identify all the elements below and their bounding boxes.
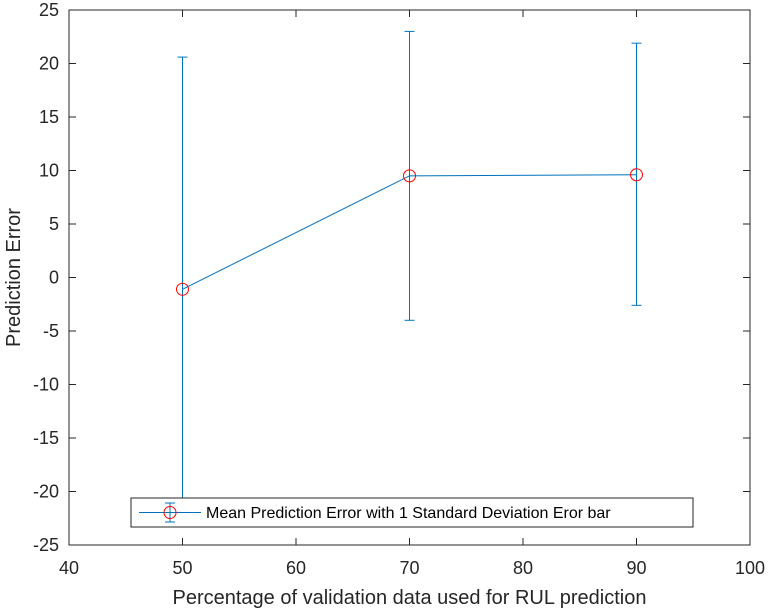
y-tick-label: -25 [33, 535, 59, 555]
x-tick-label: 100 [735, 558, 765, 578]
y-tick-label: -5 [43, 321, 59, 341]
y-tick-label: 10 [39, 161, 59, 181]
x-tick-label: 80 [513, 558, 533, 578]
y-tick-label: 0 [49, 268, 59, 288]
y-tick-label: 15 [39, 107, 59, 127]
data-point-marker [630, 168, 643, 182]
x-tick-label: 60 [286, 558, 306, 578]
y-axis-ticks: -25 -20 -15 -10 -5 0 5 10 15 20 25 [33, 0, 750, 555]
series-layer [176, 30, 643, 524]
data-point-marker [403, 169, 416, 183]
y-tick-label: 20 [39, 54, 59, 74]
y-tick-label: -10 [33, 375, 59, 395]
legend: Mean Prediction Error with 1 Standard De… [130, 497, 694, 528]
x-tick-label: 40 [59, 558, 79, 578]
y-tick-label: 5 [49, 214, 59, 234]
legend-label: Mean Prediction Error with 1 Standard De… [206, 505, 611, 522]
y-axis-label: Prediction Error [3, 208, 25, 347]
x-tick-label: 50 [172, 558, 192, 578]
data-point-marker [176, 282, 189, 296]
y-tick-label: -20 [33, 482, 59, 502]
legend-marker [163, 506, 177, 519]
legend-box [130, 497, 694, 528]
x-axis-label: Percentage of validation data used for R… [173, 587, 647, 609]
x-tick-label: 70 [399, 558, 419, 578]
x-axis-ticks: 40 50 60 70 80 90 100 [59, 10, 765, 578]
x-tick-label: 90 [626, 558, 646, 578]
y-tick-label: -15 [33, 428, 59, 448]
y-tick-label: 25 [39, 0, 59, 20]
